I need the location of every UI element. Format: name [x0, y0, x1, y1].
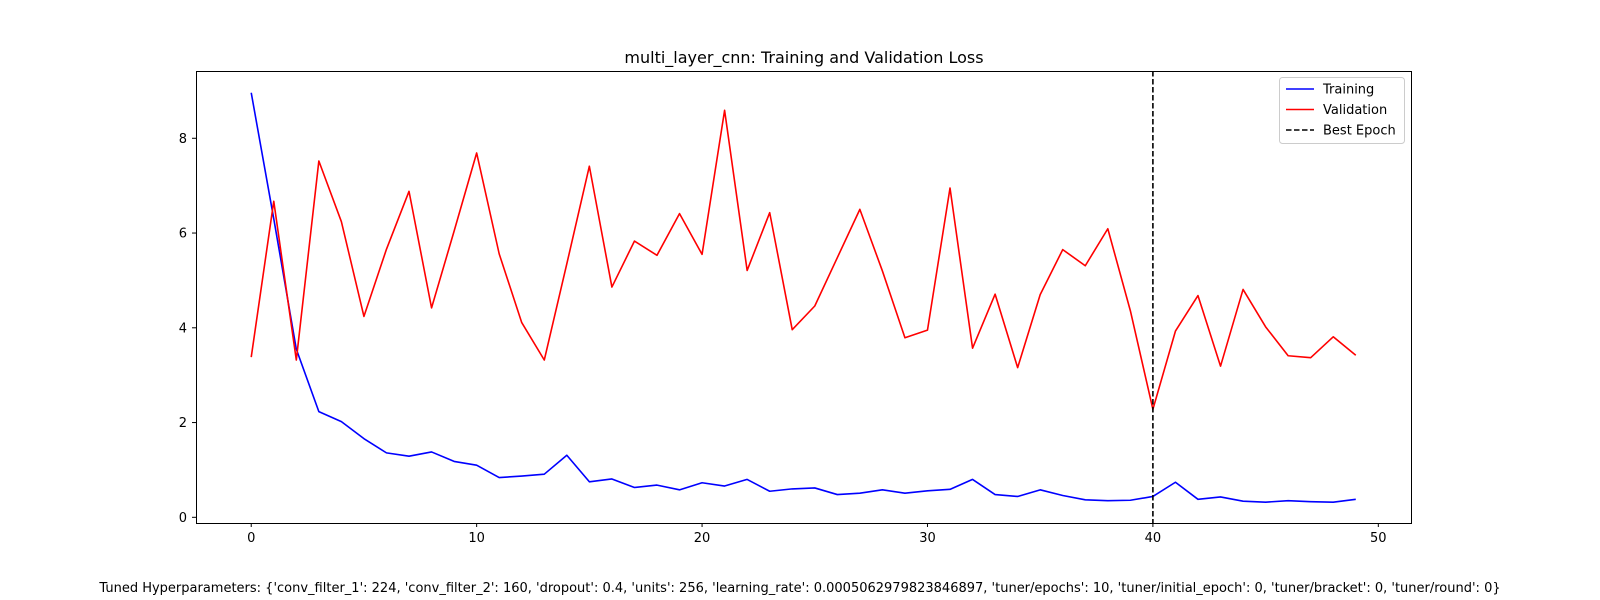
x-tick-label: 20: [694, 531, 711, 546]
legend-label-validation: Validation: [1323, 103, 1387, 118]
axis-ticks: 0 10 20 30 40 50 0 2 4 6 8: [179, 132, 1387, 546]
plot-area-frame: [196, 71, 1412, 524]
legend: Training Validation Best Epoch: [1279, 77, 1405, 144]
series-line-validation: [250, 109, 1357, 411]
series-lines: [250, 92, 1357, 503]
y-tick-label: 2: [179, 416, 187, 431]
y-tick-label: 6: [179, 227, 187, 242]
y-tick-label: 8: [179, 132, 187, 147]
legend-label-training: Training: [1322, 83, 1374, 98]
x-tick-label: 50: [1370, 531, 1387, 546]
chart-title: multi_layer_cnn: Training and Validation…: [624, 48, 983, 68]
series-line-training: [250, 92, 1356, 503]
x-tick-label: 40: [1145, 531, 1162, 546]
legend-label-best-epoch: Best Epoch: [1323, 124, 1396, 139]
x-tick-label: 0: [247, 531, 255, 546]
y-tick-label: 0: [179, 511, 187, 526]
x-tick-label: 10: [468, 531, 485, 546]
legend-box: [1279, 77, 1405, 144]
x-tick-label: 30: [919, 531, 936, 546]
hyperparameters-caption: Tuned Hyperparameters: {'conv_filter_1':…: [99, 581, 1501, 596]
y-tick-label: 4: [179, 321, 187, 336]
